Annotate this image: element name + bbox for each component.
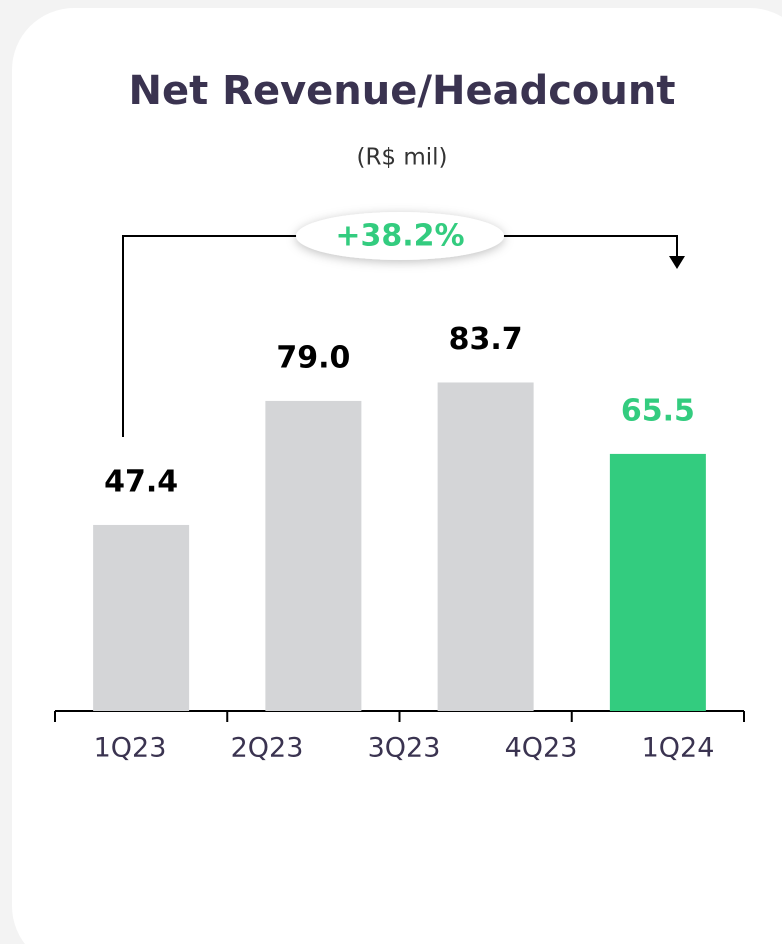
bar (609, 453, 706, 711)
chart-subtitle: (R$ mil) (356, 145, 447, 171)
x-tick-label: 2Q23 (231, 733, 304, 764)
chart-title: Net Revenue/Headcount (129, 68, 676, 114)
value-label: 79.0 (276, 340, 350, 375)
value-label: 83.7 (449, 322, 523, 357)
value-label: 65.5 (621, 393, 695, 428)
x-tick-label: 3Q23 (368, 733, 441, 764)
x-tick-label: 1Q24 (642, 733, 715, 764)
arrow-head (669, 256, 685, 269)
value-label: 47.4 (104, 464, 178, 499)
bar (265, 400, 362, 711)
x-tick-label: 4Q23 (505, 733, 578, 764)
x-tick-label: 1Q23 (94, 733, 167, 764)
bar (93, 524, 190, 711)
annotation: +38.2% (335, 219, 464, 254)
annotation-bubble (296, 212, 504, 260)
bar (437, 382, 534, 711)
